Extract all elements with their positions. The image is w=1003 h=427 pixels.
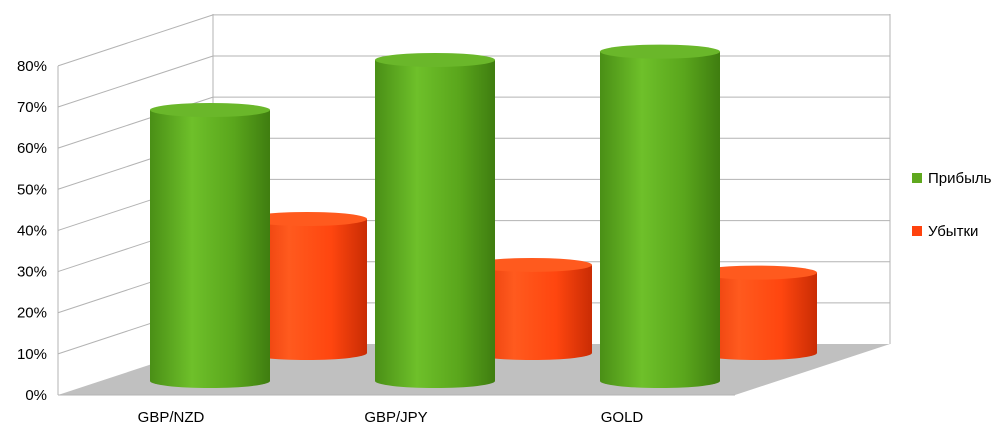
legend-item-loss: Убытки [912,221,991,241]
bar-profit-body [600,51,720,388]
bar-profit [375,52,495,388]
bar-profit-body [150,110,270,388]
bar-loss [247,212,367,360]
bar-loss-body [247,219,367,360]
bar-profit-top [150,103,270,117]
gridline-wall [57,14,214,67]
bar-profit-top [600,44,720,59]
bars-layer [150,44,817,388]
y-tick-label: 40% [17,222,47,239]
legend-swatch-loss [912,226,922,236]
y-tick-label: 0% [25,387,47,404]
y-tick-label: 20% [17,305,47,322]
legend: Прибыль Убытки [912,168,991,274]
y-tick-label: 80% [17,58,47,75]
y-tick-label: 50% [17,181,47,198]
bar-profit-body [375,59,495,388]
legend-item-profit: Прибыль [912,168,991,188]
gridline-wall [57,55,214,108]
bar-profit [600,44,720,388]
bar-loss [697,265,817,360]
bar-loss [472,257,592,360]
x-tick-label: GBP/NZD [138,409,205,426]
y-tick-label: 30% [17,264,47,281]
bar-profit [150,103,270,388]
bar-loss-body [472,264,592,360]
y-tick-label: 60% [17,140,47,157]
bar-loss-body [697,272,817,360]
x-axis-ticks: GBP/NZD GBP/JPY GOLD [138,409,644,426]
bar-loss-top [472,257,592,272]
bar-loss-top [247,212,367,226]
legend-label-loss: Убытки [928,222,979,240]
y-axis-ticks: 0% 10% 20% 30% 40% 50% 60% 70% 80% [17,58,47,404]
legend-swatch-profit [912,173,922,183]
bar-loss-top [697,265,817,280]
y-tick-label: 70% [17,99,47,116]
x-tick-label: GOLD [601,409,644,426]
x-tick-label: GBP/JPY [364,409,427,426]
y-tick-label: 10% [17,346,47,363]
legend-label-profit: Прибыль [928,169,992,187]
bar-profit-top [375,52,495,67]
